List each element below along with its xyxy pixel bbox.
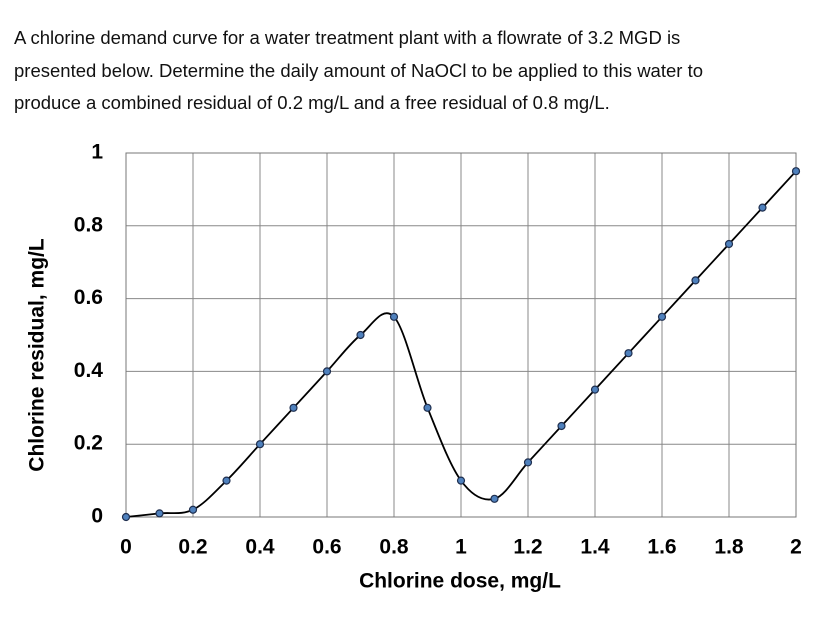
x-tick-label: 1.6 [647, 536, 676, 559]
data-point [523, 458, 533, 467]
y-axis-label: Chlorine residual, mg/L [26, 238, 49, 472]
text-line: presented below. Determine the daily amo… [14, 59, 703, 81]
data-point [557, 421, 566, 431]
data-point [289, 403, 298, 412]
text-line: produce a combined residual of 0.2 mg/L … [14, 92, 610, 113]
data-point [490, 494, 499, 503]
data-point [121, 512, 131, 522]
x-tick-label: 1.8 [714, 536, 744, 559]
problem-text: A chlorine demand curve for a water trea… [14, 22, 703, 120]
x-tick-label: 0 [120, 536, 132, 559]
y-tick-label: 0.8 [74, 213, 104, 236]
y-tick-label: 1 [91, 141, 103, 164]
data-point [657, 312, 667, 321]
y-tick-label: 0.6 [74, 286, 103, 309]
data-point [389, 312, 399, 321]
data-point [356, 330, 365, 340]
data-point [322, 367, 332, 376]
x-tick-label: 1 [455, 536, 467, 559]
data-point [624, 349, 633, 358]
plot-border [125, 152, 797, 518]
text-line: A chlorine demand curve for a water trea… [14, 27, 681, 48]
data-point [724, 239, 734, 249]
data-point [758, 203, 767, 212]
data-point [255, 440, 265, 449]
data-point [691, 276, 700, 285]
x-tick-label: 0.8 [379, 536, 409, 559]
x-tick-label: 0.4 [245, 536, 275, 559]
data-point [222, 476, 231, 485]
x-tick-label: 0.2 [178, 536, 207, 559]
data-point [590, 385, 600, 394]
y-tick-label: 0.2 [74, 432, 103, 455]
data-point [423, 403, 432, 412]
x-tick-label: 1.2 [513, 536, 542, 559]
x-tick-label: 1.4 [580, 536, 610, 559]
x-tick-label: 0.6 [312, 536, 341, 559]
data-point [188, 505, 198, 514]
data-point [456, 476, 466, 485]
data-point [155, 509, 164, 518]
y-tick-label: 0 [91, 505, 103, 528]
x-tick-label: 2 [790, 536, 802, 559]
data-point [791, 167, 801, 176]
x-axis-label: Chlorine dose, mg/L [359, 570, 561, 593]
y-tick-label: 0.4 [74, 359, 104, 382]
